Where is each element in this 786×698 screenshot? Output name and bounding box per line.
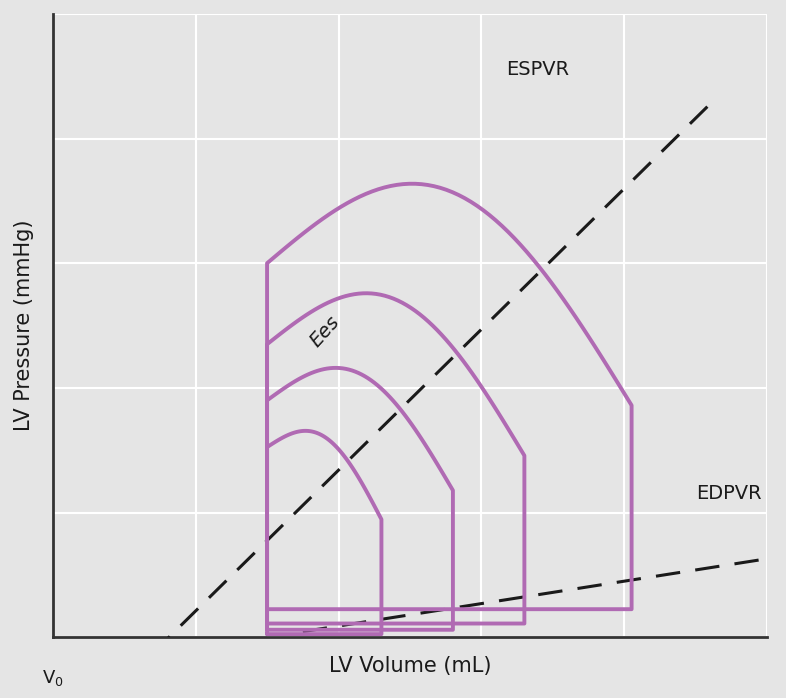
Text: EDPVR: EDPVR: [696, 484, 762, 503]
Text: Ees: Ees: [307, 313, 343, 351]
X-axis label: LV Volume (mL): LV Volume (mL): [329, 656, 491, 676]
Text: V$_0$: V$_0$: [42, 669, 64, 688]
Y-axis label: LV Pressure (mmHg): LV Pressure (mmHg): [14, 220, 34, 431]
Text: ESPVR: ESPVR: [506, 61, 570, 80]
